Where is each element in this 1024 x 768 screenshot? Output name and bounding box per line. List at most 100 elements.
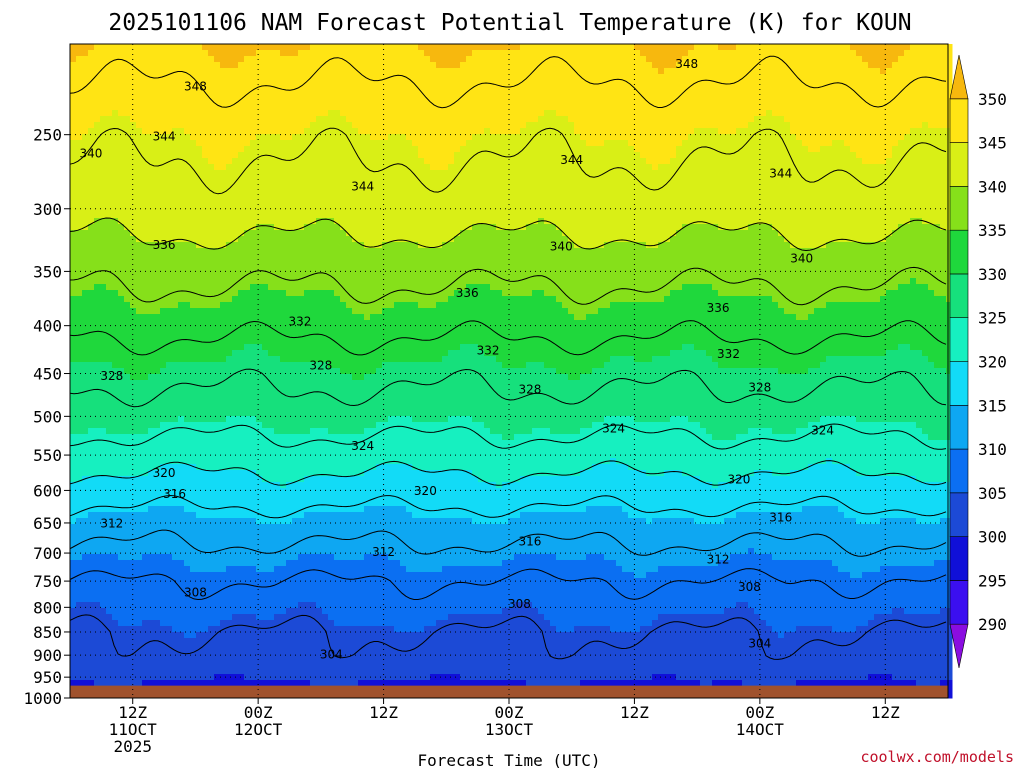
- contour-label: 336: [456, 286, 479, 300]
- x-tick-label: 14OCT: [736, 720, 785, 739]
- contour-label: 324: [602, 421, 625, 435]
- contour-label: 348: [675, 57, 698, 71]
- contour-312: [69, 529, 947, 557]
- colorbar-swatch: [949, 536, 969, 581]
- colorbar-label: 310: [978, 440, 1007, 459]
- contour-label: 328: [100, 369, 123, 383]
- colorbar-swatch: [949, 229, 969, 275]
- contour-304: [69, 614, 947, 660]
- contour-label: 324: [811, 424, 834, 438]
- colorbar-label: 345: [978, 134, 1007, 153]
- contour-label: 328: [518, 382, 541, 396]
- contour-label: 320: [727, 472, 750, 486]
- contour-label: 304: [320, 647, 343, 661]
- y-tick-label: 1000: [23, 689, 62, 708]
- x-tick-label: 00Z: [244, 703, 273, 722]
- contour-label: 348: [184, 79, 207, 93]
- contour-label: 328: [748, 381, 771, 395]
- y-tick-label: 950: [33, 668, 62, 687]
- x-tick-label: 00Z: [745, 703, 774, 722]
- colorbar-swatch: [949, 54, 969, 100]
- colorbar-swatch: [949, 317, 969, 362]
- contour-348: [69, 55, 947, 109]
- colorbar-swatch: [949, 404, 969, 450]
- x-axis-label: Forecast Time (UTC): [417, 751, 600, 768]
- contour-labels: 348 348 344 344 344 344 340 340 340 336 336 336 332 3…: [79, 57, 834, 661]
- y-tick-label: 350: [33, 262, 62, 281]
- contour-label: 344: [153, 129, 176, 143]
- contour-label: 340: [550, 239, 573, 253]
- contour-label: 332: [477, 343, 500, 357]
- contour-320: [69, 460, 947, 486]
- contour-label: 340: [79, 147, 102, 161]
- contour-label: 344: [351, 179, 374, 193]
- contour-label: 320: [153, 466, 176, 480]
- contour-label: 312: [372, 545, 395, 559]
- contour-308: [69, 568, 947, 601]
- x-tick-label: 13OCT: [485, 720, 534, 739]
- colorbar-label: 290: [978, 615, 1007, 634]
- colorbar-label: 335: [978, 221, 1007, 240]
- y-tick-label: 600: [33, 481, 62, 500]
- contour-label: 308: [738, 580, 761, 594]
- grid-lines: [70, 44, 948, 699]
- contour-label: 308: [508, 597, 531, 611]
- chart-title: 2025101106 NAM Forecast Potential Temper…: [108, 10, 911, 36]
- contour-label: 344: [769, 166, 792, 180]
- contour-label: 340: [790, 251, 813, 265]
- contour-328: [69, 368, 947, 408]
- x-tick-label: 12Z: [369, 703, 398, 722]
- x-tick-label: 2025: [113, 737, 152, 756]
- contour-344: [69, 127, 947, 195]
- colorbar-swatch: [949, 361, 969, 406]
- colorbar: 290 295 300 305 310 315 320 325 330 335 340 345 350: [949, 54, 1007, 669]
- contour-label: 320: [414, 484, 437, 498]
- x-tick-label: 11OCT: [109, 720, 158, 739]
- colorbar-label: 340: [978, 177, 1007, 196]
- y-axis-ticks: 250 300 350 400 450 500 550 600 650 700 750 800 850 9…: [23, 126, 70, 708]
- x-tick-label: 00Z: [495, 703, 524, 722]
- contour-label: 316: [163, 487, 186, 501]
- colorbar-swatch: [949, 273, 969, 319]
- colorbar-swatch: [949, 448, 969, 494]
- y-tick-label: 650: [33, 514, 62, 533]
- colorbar-swatch: [949, 580, 969, 625]
- credit-link[interactable]: coolwx.com/models: [860, 748, 1014, 766]
- contour-label: 308: [184, 585, 207, 599]
- y-tick-label: 750: [33, 572, 62, 591]
- contour-label: 312: [100, 517, 123, 531]
- colorbar-swatch: [949, 492, 969, 537]
- x-tick-label: 12Z: [620, 703, 649, 722]
- contour-label: 312: [707, 552, 730, 566]
- colorbar-label: 315: [978, 396, 1007, 415]
- contour-label: 316: [518, 534, 541, 548]
- y-tick-label: 300: [33, 200, 62, 219]
- y-tick-label: 850: [33, 623, 62, 642]
- contour-label: 324: [351, 439, 374, 453]
- colorbar-swatch: [949, 142, 969, 187]
- colorbar-label: 305: [978, 484, 1007, 503]
- colorbar-label: 330: [978, 265, 1007, 284]
- contour-label: 316: [769, 510, 792, 524]
- contour-336: [69, 266, 947, 306]
- y-tick-label: 700: [33, 544, 62, 563]
- contour-340: [69, 217, 947, 252]
- y-tick-label: 500: [33, 407, 62, 426]
- contour-316: [69, 494, 947, 519]
- x-tick-label: 12Z: [118, 703, 147, 722]
- contour-label: 336: [153, 238, 176, 252]
- y-tick-label: 450: [33, 365, 62, 384]
- contour-lines: [69, 55, 947, 660]
- colorbar-swatch: [949, 98, 969, 143]
- terrain-ground: [70, 685, 948, 698]
- colorbar-label: 320: [978, 353, 1007, 372]
- contour-332: [69, 320, 947, 356]
- contour-label: 332: [288, 315, 311, 329]
- y-tick-label: 800: [33, 598, 62, 617]
- contour-label: 344: [560, 153, 583, 167]
- y-tick-label: 400: [33, 317, 62, 336]
- colorbar-label: 325: [978, 309, 1007, 328]
- colorbar-label: 295: [978, 571, 1007, 590]
- contour-324: [69, 423, 947, 450]
